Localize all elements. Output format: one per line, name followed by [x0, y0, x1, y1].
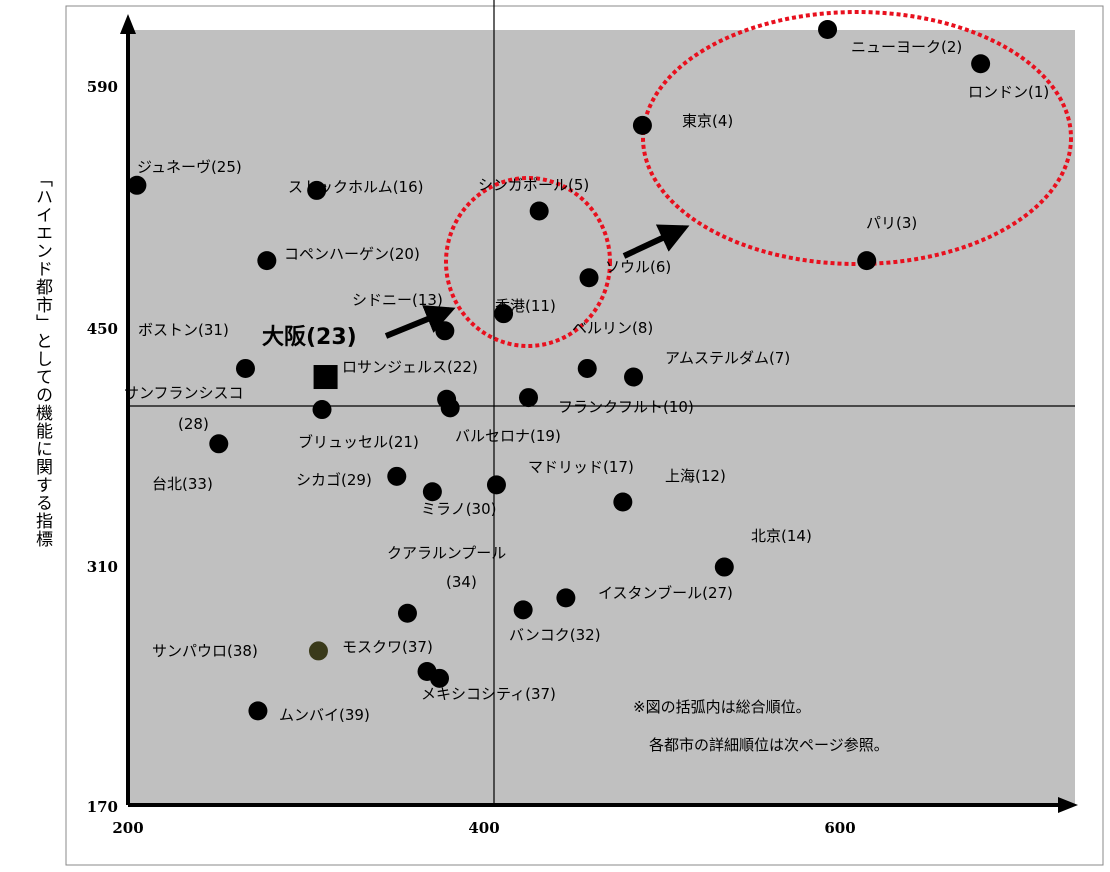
y-tick-label: 590	[87, 78, 118, 96]
point-label: (28)	[178, 415, 209, 433]
data-point	[519, 388, 538, 408]
data-point	[556, 588, 576, 608]
arrow-to-top-group	[622, 224, 690, 259]
point-label: 上海(12)	[665, 467, 726, 485]
point-label: 香港(11)	[495, 297, 556, 315]
data-point	[971, 54, 991, 74]
point-label: アムステルダム(7)	[665, 349, 790, 367]
point-label: ボストン(31)	[138, 321, 229, 339]
point-label: コペンハーゲン(20)	[284, 245, 420, 263]
data-point	[209, 434, 229, 454]
point-label: ロンドン(1)	[968, 83, 1049, 101]
data-point	[632, 115, 652, 135]
data-point	[613, 492, 633, 512]
x-tick-label: 400	[468, 819, 499, 837]
y-axis-label: 「ハイエンド都市」としての機能に関する指標	[32, 170, 52, 548]
y-axis-arrow	[120, 14, 136, 34]
point-label: バンコク(32)	[509, 626, 601, 644]
arrow-from-osaka	[384, 305, 456, 339]
plot-area	[128, 30, 1075, 805]
point-label: モスクワ(37)	[342, 638, 433, 656]
point-label: 東京(4)	[682, 112, 733, 130]
point-label: シンガポール(5)	[478, 176, 589, 194]
note-line-2: 各都市の詳細順位は次ページ参照。	[649, 736, 889, 754]
data-point	[857, 251, 877, 271]
data-point	[435, 321, 455, 341]
point-label: ムンバイ(39)	[279, 706, 370, 724]
y-tick-label: 310	[87, 558, 118, 576]
osaka-label: 大阪(23)	[262, 325, 357, 350]
point-label: ストックホルム(16)	[288, 178, 424, 196]
data-point	[430, 668, 449, 688]
point-label: サンフランシスコ	[124, 384, 244, 402]
data-point	[235, 358, 255, 378]
point-label: ミラノ(30)	[421, 500, 497, 518]
data-points	[127, 20, 991, 721]
point-labels: ジュネーヴ(25) ストックホルム(16) シンガポール(5) ニューヨーク(2…	[124, 38, 1049, 724]
data-point	[257, 251, 277, 271]
data-point	[714, 557, 734, 577]
osaka-square-marker	[313, 365, 338, 390]
point-label: (34)	[446, 573, 477, 591]
point-label: ジュネーヴ(25)	[137, 158, 242, 176]
y-tick-label: 170	[87, 798, 118, 816]
point-label: ベルリン(8)	[572, 319, 653, 337]
point-label: マドリッド(17)	[528, 458, 634, 476]
point-label: パリ(3)	[866, 214, 917, 232]
note-line-1: ※図の括弧内は総合順位。	[633, 698, 811, 716]
x-tick-label: 200	[112, 819, 143, 837]
data-point	[513, 600, 533, 620]
data-point	[624, 367, 644, 387]
top-cities-highlight-ellipse	[641, 10, 1073, 266]
data-point	[440, 398, 460, 418]
data-point	[312, 400, 332, 420]
data-point	[422, 482, 442, 502]
asia-cities-highlight-ellipse	[444, 176, 612, 348]
point-label: ロサンジェルス(22)	[342, 358, 478, 376]
point-label: フランクフルト(10)	[558, 398, 694, 416]
point-label: ブリュッセル(21)	[298, 433, 419, 451]
data-point	[818, 20, 838, 40]
data-point	[486, 475, 506, 495]
data-point	[397, 603, 417, 623]
data-point	[308, 641, 328, 661]
point-label: クアラルンプール	[387, 544, 506, 562]
y-tick-label: 450	[87, 320, 118, 338]
y-tick-labels: 170 310 450 590	[87, 78, 118, 816]
x-axis-arrow	[1058, 797, 1078, 813]
data-point	[127, 175, 147, 195]
point-label: ニューヨーク(2)	[851, 38, 962, 56]
data-point	[577, 358, 597, 378]
point-label: 台北(33)	[152, 475, 213, 493]
data-point	[387, 466, 407, 486]
x-tick-labels: 200 400 600	[112, 819, 855, 837]
data-point	[307, 180, 327, 200]
data-point	[579, 268, 599, 288]
point-label: ソウル(6)	[605, 258, 671, 276]
x-tick-label: 600	[824, 819, 855, 837]
point-label: イスタンブール(27)	[598, 584, 733, 602]
data-point	[248, 701, 268, 721]
point-label: シカゴ(29)	[296, 471, 372, 489]
point-label: バルセロナ(19)	[455, 427, 561, 445]
point-label: サンパウロ(38)	[152, 642, 258, 660]
data-point	[494, 304, 514, 324]
point-label: 北京(14)	[751, 527, 812, 545]
point-label: メキシコシティ(37)	[421, 685, 556, 703]
point-label: シドニー(13)	[352, 291, 443, 309]
data-point	[529, 201, 549, 221]
